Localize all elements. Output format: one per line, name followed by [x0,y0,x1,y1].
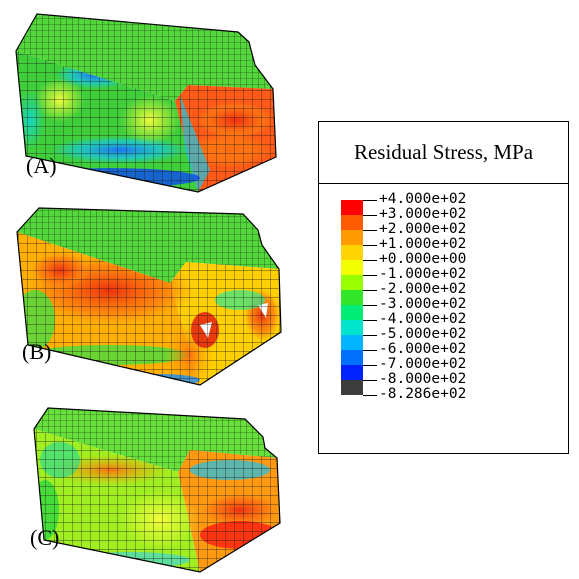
legend-swatch [341,200,363,215]
legend-label: -8.000e+02 [379,371,467,387]
legend-swatch [341,365,363,380]
legend-tick [363,305,377,306]
legend-tick [363,200,377,201]
legend-swatch [341,350,363,365]
model-b [16,207,282,386]
legend-swatch [341,290,363,305]
panel-label-c: (C) [30,525,60,550]
legend-swatch [341,335,363,350]
legend-label: -1.000e+02 [379,266,467,282]
legend-label: -2.000e+02 [379,281,467,297]
legend-swatch [341,260,363,275]
legend-label: +4.000e+02 [379,191,467,207]
legend-tick [363,380,377,381]
legend-tick [363,350,377,351]
panel-label-b: (B) [22,339,52,364]
legend-tick [363,215,377,216]
legend-swatch [341,305,363,320]
legend-label: -7.000e+02 [379,356,467,372]
legend-label: +3.000e+02 [379,206,467,222]
model-c [33,407,281,573]
color-legend: +4.000e+02 +3.000e+02 +2.000e+02 +1.000e+02… [318,184,569,454]
legend-label: -4.000e+02 [379,311,467,327]
legend-label: +1.000e+02 [379,236,467,252]
legend-label: -6.000e+02 [379,341,467,357]
legend-title-box: Residual Stress, MPa [318,121,569,184]
legend-tick [363,320,377,321]
legend-tick [363,275,377,276]
legend-label: +2.000e+02 [379,221,467,237]
legend-tick [363,365,377,366]
panel-label-a: (A) [26,153,57,178]
legend-tick [363,395,377,396]
legend-title: Residual Stress, MPa [353,140,534,164]
legend-tick [363,245,377,246]
legend-label: -8.286e+02 [379,386,467,402]
legend-label: -5.000e+02 [379,326,467,342]
legend-swatch [341,275,363,290]
legend-swatch [341,320,363,335]
legend-tick [363,260,377,261]
legend-tick [363,335,377,336]
legend-tick [363,230,377,231]
legend-swatch [341,380,363,395]
legend-tick [363,290,377,291]
legend-swatch [341,215,363,230]
legend-label: -3.000e+02 [379,296,467,312]
legend-swatch [341,245,363,260]
model-a [15,13,277,193]
legend-label: +0.000e+00 [379,251,467,267]
legend-swatch [341,230,363,245]
